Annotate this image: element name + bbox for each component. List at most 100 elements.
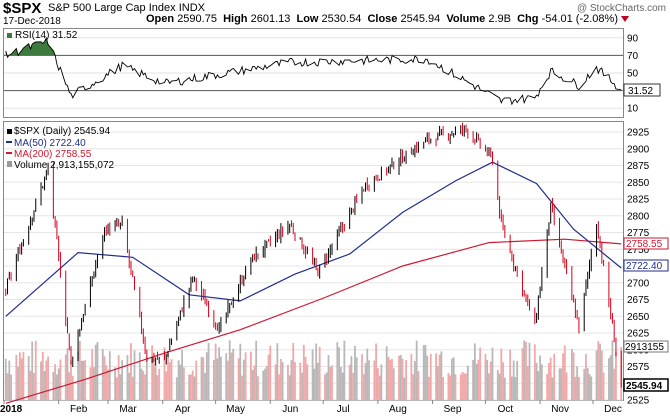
volume-bar: [34, 340, 37, 400]
volume-bar: [253, 365, 256, 400]
volume-label: Volume: [446, 13, 486, 25]
volume-bar: [114, 367, 117, 400]
volume-bar: [249, 351, 252, 400]
x-tick-label: Aug: [389, 404, 407, 415]
volume-bar: [373, 360, 376, 400]
volume-bar: [6, 373, 9, 400]
price-bars: [5, 122, 622, 388]
volume-bar: [539, 355, 542, 400]
volume-bar: [177, 360, 180, 400]
volume-bar: [29, 370, 32, 400]
volume-bar: [117, 355, 120, 400]
volume-bar: [336, 342, 339, 400]
volume-bar: [578, 377, 580, 400]
volume-bar: [463, 373, 466, 400]
volume-bar: [204, 372, 206, 400]
volume-bar: [500, 348, 503, 400]
volume-bar: [548, 363, 550, 400]
volume-bar: [239, 343, 242, 400]
volume-bar: [70, 360, 72, 400]
volume-bar: [607, 358, 610, 400]
volume-bar: [331, 365, 333, 400]
volume-bar: [225, 353, 228, 400]
price-y-tick: 2775: [627, 228, 650, 239]
volume-bar: [59, 359, 62, 400]
volume-bar: [306, 364, 309, 400]
volume-bar: [325, 372, 328, 400]
volume-bar: [181, 350, 184, 400]
volume-bar: [179, 364, 182, 400]
volume-bar: [205, 352, 208, 400]
quote-bar: Open 2590.75 High 2601.13 Low 2530.54 Cl…: [146, 13, 629, 25]
volume-bar: [313, 368, 316, 400]
volume-bar: [212, 359, 215, 400]
volume-bar: [510, 376, 513, 400]
price-y-tick: 2700: [627, 278, 650, 289]
rsi-legend: RSI(14) 31.52: [15, 30, 78, 41]
volume-bar: [451, 358, 453, 400]
ma200-value-tag-text: 2758.55: [626, 239, 663, 250]
volume-bar: [257, 376, 259, 400]
volume-bar: [600, 350, 603, 400]
open-value: 2590.75: [177, 13, 217, 25]
volume-bar: [422, 345, 425, 400]
volume-bar: [153, 358, 155, 400]
volume-bar: [302, 344, 305, 400]
price-y-tick: 2875: [627, 161, 650, 172]
volume-bar: [611, 340, 614, 400]
price-y-tick: 2650: [627, 312, 650, 323]
volume-bar: [163, 347, 166, 400]
volume-bar: [551, 377, 554, 400]
volume-bar: [274, 364, 277, 400]
volume-bar: [130, 343, 132, 400]
volume-bar: [512, 360, 515, 400]
volume-bar: [299, 362, 302, 400]
volume-bar: [609, 355, 612, 400]
price-y-tick: 2625: [627, 329, 650, 340]
volume-bar: [93, 367, 95, 400]
volume-bar: [156, 375, 159, 400]
volume-bar: [486, 359, 489, 400]
ma200-line: [5, 238, 622, 404]
volume-bar: [599, 343, 601, 400]
volume-bar: [424, 345, 427, 400]
x-tick-label: Mar: [119, 404, 137, 415]
x-tick-label: Jun: [282, 404, 298, 415]
volume-bar: [558, 368, 561, 400]
volume-bar: [549, 357, 552, 400]
volume-bar: [477, 359, 480, 400]
volume-bar: [595, 350, 598, 400]
volume-bar: [528, 342, 531, 400]
volume-bar: [327, 355, 330, 400]
volume-bar: [341, 372, 344, 400]
volume-bar: [191, 370, 194, 400]
volume-bar: [521, 348, 524, 400]
volume-bar: [415, 340, 418, 400]
volume-bar: [105, 365, 108, 400]
volume-bar: [78, 340, 81, 400]
volume-bar: [18, 352, 21, 400]
volume-bar: [410, 353, 413, 400]
volume-bar: [84, 360, 87, 400]
volume-bar: [449, 375, 452, 400]
volume-bar: [287, 364, 289, 400]
volume-bar: [190, 374, 192, 400]
price-y-tick: 2750: [627, 245, 650, 256]
price-grid: [4, 131, 623, 401]
volume-bar: [376, 368, 379, 400]
rsi-y-tick: 50: [627, 69, 639, 80]
volume-bar: [348, 364, 351, 400]
x-tick-label: Jul: [337, 404, 350, 415]
price-y-tick: 2900: [627, 144, 650, 155]
volume-bars: [4, 340, 623, 400]
volume-bar: [22, 351, 25, 400]
volume-bar: [473, 343, 476, 400]
volume-bar: [151, 345, 154, 400]
volume-legend: Volume 2,913,155,072: [14, 160, 115, 171]
ma50-value-tag: 2722.40: [623, 259, 669, 272]
volume-bar: [228, 340, 231, 400]
rsi-y-tick: 90: [627, 33, 639, 44]
volume-bar: [182, 367, 185, 400]
volume-bar: [108, 351, 111, 400]
volume-bar: [20, 358, 23, 400]
